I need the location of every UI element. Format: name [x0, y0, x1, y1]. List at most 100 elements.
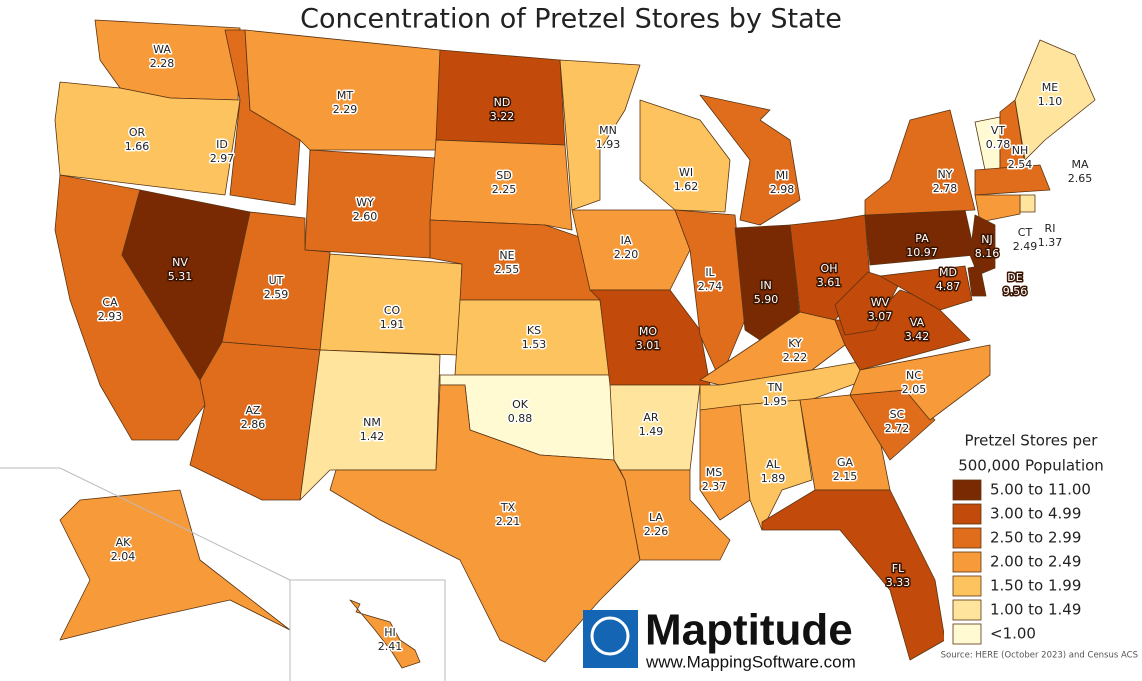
state-abbr: SD	[496, 169, 511, 182]
state-abbr: UT	[269, 274, 284, 287]
state-abbr: FL	[892, 562, 905, 575]
state-abbr: IL	[705, 266, 715, 279]
logo-url: www.MappingSoftware.com	[645, 652, 856, 671]
state-abbr: DE	[1007, 271, 1022, 284]
legend-label: 1.00 to 1.49	[990, 601, 1081, 619]
state-abbr: OR	[129, 126, 146, 139]
inset-border	[0, 467, 291, 681]
source-note: Source: HERE (October 2023) and Census A…	[941, 651, 1138, 661]
state-abbr: GA	[837, 456, 854, 469]
state	[761, 489, 946, 661]
state-abbr: IN	[760, 279, 771, 292]
state-value: 2.41	[378, 640, 403, 653]
legend-swatch	[952, 479, 982, 501]
state	[54, 81, 241, 196]
state-value: 8.16	[975, 247, 1000, 260]
states	[54, 19, 1096, 669]
state-abbr: ND	[494, 96, 511, 109]
state	[639, 99, 731, 213]
state	[879, 265, 973, 311]
state-abbr: WI	[679, 166, 693, 179]
state-abbr: RI	[1045, 222, 1056, 235]
state-abbr: NH	[1012, 144, 1029, 157]
state-abbr: MO	[639, 325, 657, 338]
state-value: 2.28	[150, 57, 175, 70]
state-abbr: AL	[766, 458, 781, 471]
state-abbr: MN	[599, 124, 617, 137]
state-abbr: OH	[821, 262, 838, 275]
state-abbr: CT	[1018, 226, 1033, 239]
state-value: 5.90	[754, 293, 779, 306]
state-abbr: NY	[938, 168, 953, 181]
state-abbr: KS	[527, 324, 541, 337]
legend-swatch	[952, 503, 982, 525]
state-value: 3.33	[886, 576, 911, 589]
state-value: 10.97	[906, 246, 938, 259]
state-value: 1.93	[596, 138, 621, 151]
state	[1019, 194, 1036, 213]
state-abbr: MD	[939, 266, 957, 279]
state-abbr: NC	[906, 369, 922, 382]
state	[974, 164, 1051, 196]
state	[967, 265, 987, 297]
state-value: 2.59	[264, 288, 289, 301]
state-abbr: WV	[871, 296, 890, 309]
state-value: 2.26	[644, 525, 669, 538]
state-value: 5.31	[168, 270, 193, 283]
state-value: 1.10	[1038, 95, 1063, 108]
state-value: 2.55	[495, 263, 520, 276]
map-title: Concentration of Pretzel Stores by State	[300, 4, 842, 35]
state	[974, 194, 1021, 223]
state	[864, 109, 976, 216]
state-abbr: PA	[915, 232, 929, 245]
state-value: 0.88	[508, 412, 533, 425]
state-value: 3.01	[636, 339, 661, 352]
state-value: 1.91	[380, 318, 405, 331]
state	[699, 94, 801, 226]
state-abbr: NM	[363, 416, 381, 429]
state-value: 2.78	[933, 182, 958, 195]
state-value: 2.20	[614, 248, 639, 261]
state	[349, 599, 421, 669]
state-value: 1.95	[763, 395, 788, 408]
state-value: 2.60	[353, 210, 378, 223]
state-abbr: AZ	[245, 404, 261, 417]
state-value: 1.53	[522, 338, 547, 351]
state	[429, 139, 573, 231]
legend-label: 3.00 to 4.99	[990, 505, 1081, 523]
logo-icon-globe	[590, 616, 630, 656]
state-abbr: MS	[706, 466, 722, 479]
state-value: 2.21	[496, 515, 521, 528]
state-value: 2.15	[833, 470, 858, 483]
state	[619, 469, 731, 561]
legend-label: 2.00 to 2.49	[990, 553, 1081, 571]
state-abbr: LA	[649, 511, 663, 524]
state-value: 2.29	[333, 103, 358, 116]
state-abbr: KY	[788, 337, 802, 350]
state-abbr: TX	[500, 501, 516, 514]
legend-swatch	[952, 551, 982, 573]
legend-swatch	[952, 623, 982, 645]
state-value: 4.87	[936, 280, 961, 293]
state	[969, 214, 996, 276]
state-abbr: ID	[216, 138, 228, 151]
state-abbr: VT	[991, 124, 1006, 137]
state-value: 9.56	[1003, 285, 1028, 298]
state	[329, 384, 641, 663]
state-value: 2.04	[111, 550, 136, 563]
state-abbr: MA	[1071, 158, 1088, 171]
state-abbr: WY	[356, 196, 374, 209]
state-value: 2.74	[698, 280, 723, 293]
state-value: 2.25	[492, 183, 517, 196]
legend-swatch	[952, 599, 982, 621]
state-value: 2.93	[98, 310, 123, 323]
state-abbr: ME	[1042, 81, 1058, 94]
state-abbr: MT	[337, 89, 353, 102]
state-value: 2.86	[241, 418, 266, 431]
state-value: 2.72	[885, 422, 910, 435]
inset-border	[290, 579, 446, 681]
state-value: 1.49	[639, 425, 664, 438]
state	[799, 394, 891, 491]
state-abbr: VA	[910, 316, 925, 329]
state-value: 2.37	[702, 480, 727, 493]
